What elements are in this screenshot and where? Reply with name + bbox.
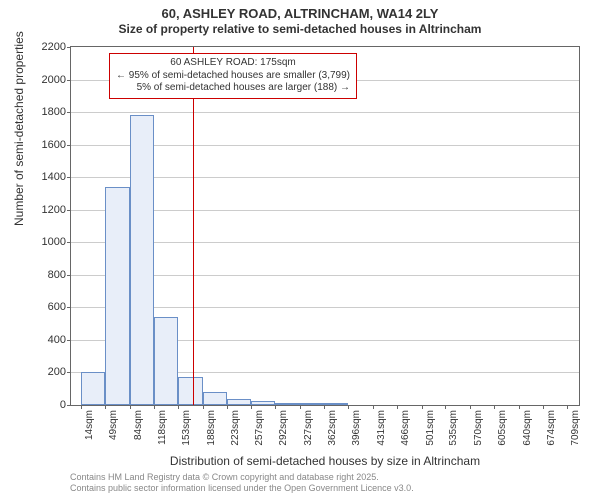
- ytick-mark: [67, 210, 71, 211]
- ytick-mark: [67, 340, 71, 341]
- histogram-bar: [178, 377, 202, 405]
- histogram-bar: [105, 187, 129, 405]
- ytick-mark: [67, 307, 71, 308]
- xtick-mark: [81, 405, 82, 409]
- title-sub: Size of property relative to semi-detach…: [0, 22, 600, 36]
- xtick-mark: [543, 405, 544, 409]
- ytick-label: 1800: [16, 106, 66, 118]
- histogram-bar: [130, 115, 154, 405]
- histogram-bar: [154, 317, 178, 405]
- annotation-box: 60 ASHLEY ROAD: 175sqm ← 95% of semi-det…: [109, 53, 357, 99]
- xtick-label: 535sqm: [448, 410, 459, 455]
- histogram-bar: [275, 403, 299, 405]
- ytick-mark: [67, 145, 71, 146]
- xtick-mark: [422, 405, 423, 409]
- ytick-mark: [67, 80, 71, 81]
- ytick-label: 1000: [16, 236, 66, 248]
- xtick-label: 431sqm: [376, 410, 387, 455]
- annotation-line3: 5% of semi-detached houses are larger (1…: [116, 82, 350, 95]
- ytick-label: 400: [16, 334, 66, 346]
- ytick-label: 2200: [16, 41, 66, 53]
- annotation-line1: 60 ASHLEY ROAD: 175sqm: [116, 57, 350, 70]
- ytick-label: 800: [16, 269, 66, 281]
- footer-line1: Contains HM Land Registry data © Crown c…: [70, 472, 414, 483]
- ytick-mark: [67, 405, 71, 406]
- ytick-mark: [67, 275, 71, 276]
- xtick-mark: [105, 405, 106, 409]
- histogram-bar: [81, 372, 105, 405]
- xtick-mark: [154, 405, 155, 409]
- xtick-mark: [130, 405, 131, 409]
- ytick-mark: [67, 47, 71, 48]
- ytick-label: 200: [16, 366, 66, 378]
- xtick-label: 327sqm: [303, 410, 314, 455]
- xtick-label: 501sqm: [425, 410, 436, 455]
- xtick-mark: [251, 405, 252, 409]
- xtick-label: 49sqm: [108, 410, 119, 455]
- ytick-label: 1400: [16, 171, 66, 183]
- xtick-mark: [275, 405, 276, 409]
- plot-area: 60 ASHLEY ROAD: 175sqm ← 95% of semi-det…: [70, 46, 580, 406]
- ytick-mark: [67, 372, 71, 373]
- footer-line2: Contains public sector information licen…: [70, 483, 414, 494]
- xtick-mark: [470, 405, 471, 409]
- xtick-label: 84sqm: [133, 410, 144, 455]
- ytick-mark: [67, 112, 71, 113]
- xtick-mark: [397, 405, 398, 409]
- histogram-bar: [251, 401, 275, 405]
- xtick-label: 188sqm: [206, 410, 217, 455]
- histogram-bar: [300, 403, 324, 405]
- gridline: [71, 112, 579, 113]
- xtick-mark: [227, 405, 228, 409]
- xtick-mark: [348, 405, 349, 409]
- xtick-label: 640sqm: [522, 410, 533, 455]
- xtick-mark: [373, 405, 374, 409]
- ytick-mark: [67, 177, 71, 178]
- histogram-bar: [203, 392, 227, 405]
- xtick-label: 709sqm: [570, 410, 581, 455]
- histogram-bar: [227, 399, 251, 406]
- x-axis-label: Distribution of semi-detached houses by …: [70, 454, 580, 468]
- footer: Contains HM Land Registry data © Crown c…: [70, 472, 414, 494]
- ytick-label: 1600: [16, 139, 66, 151]
- xtick-label: 570sqm: [473, 410, 484, 455]
- ytick-label: 600: [16, 301, 66, 313]
- histogram-bar: [324, 403, 348, 405]
- xtick-label: 362sqm: [327, 410, 338, 455]
- xtick-mark: [178, 405, 179, 409]
- xtick-label: 118sqm: [157, 410, 168, 455]
- xtick-label: 605sqm: [497, 410, 508, 455]
- ytick-label: 0: [16, 399, 66, 411]
- xtick-label: 257sqm: [254, 410, 265, 455]
- xtick-mark: [519, 405, 520, 409]
- ytick-mark: [67, 242, 71, 243]
- xtick-mark: [324, 405, 325, 409]
- xtick-mark: [203, 405, 204, 409]
- xtick-label: 223sqm: [230, 410, 241, 455]
- xtick-label: 153sqm: [181, 410, 192, 455]
- title-main: 60, ASHLEY ROAD, ALTRINCHAM, WA14 2LY: [0, 6, 600, 21]
- xtick-label: 396sqm: [351, 410, 362, 455]
- xtick-label: 292sqm: [278, 410, 289, 455]
- ytick-label: 2000: [16, 74, 66, 86]
- chart-container: 60, ASHLEY ROAD, ALTRINCHAM, WA14 2LY Si…: [0, 0, 600, 500]
- annotation-line2: ← 95% of semi-detached houses are smalle…: [116, 70, 350, 83]
- xtick-label: 466sqm: [400, 410, 411, 455]
- y-axis-label: Number of semi-detached properties: [12, 31, 26, 226]
- marker-line: [193, 47, 194, 405]
- xtick-label: 674sqm: [546, 410, 557, 455]
- xtick-mark: [445, 405, 446, 409]
- xtick-mark: [300, 405, 301, 409]
- ytick-label: 1200: [16, 204, 66, 216]
- xtick-label: 14sqm: [84, 410, 95, 455]
- xtick-mark: [494, 405, 495, 409]
- xtick-mark: [567, 405, 568, 409]
